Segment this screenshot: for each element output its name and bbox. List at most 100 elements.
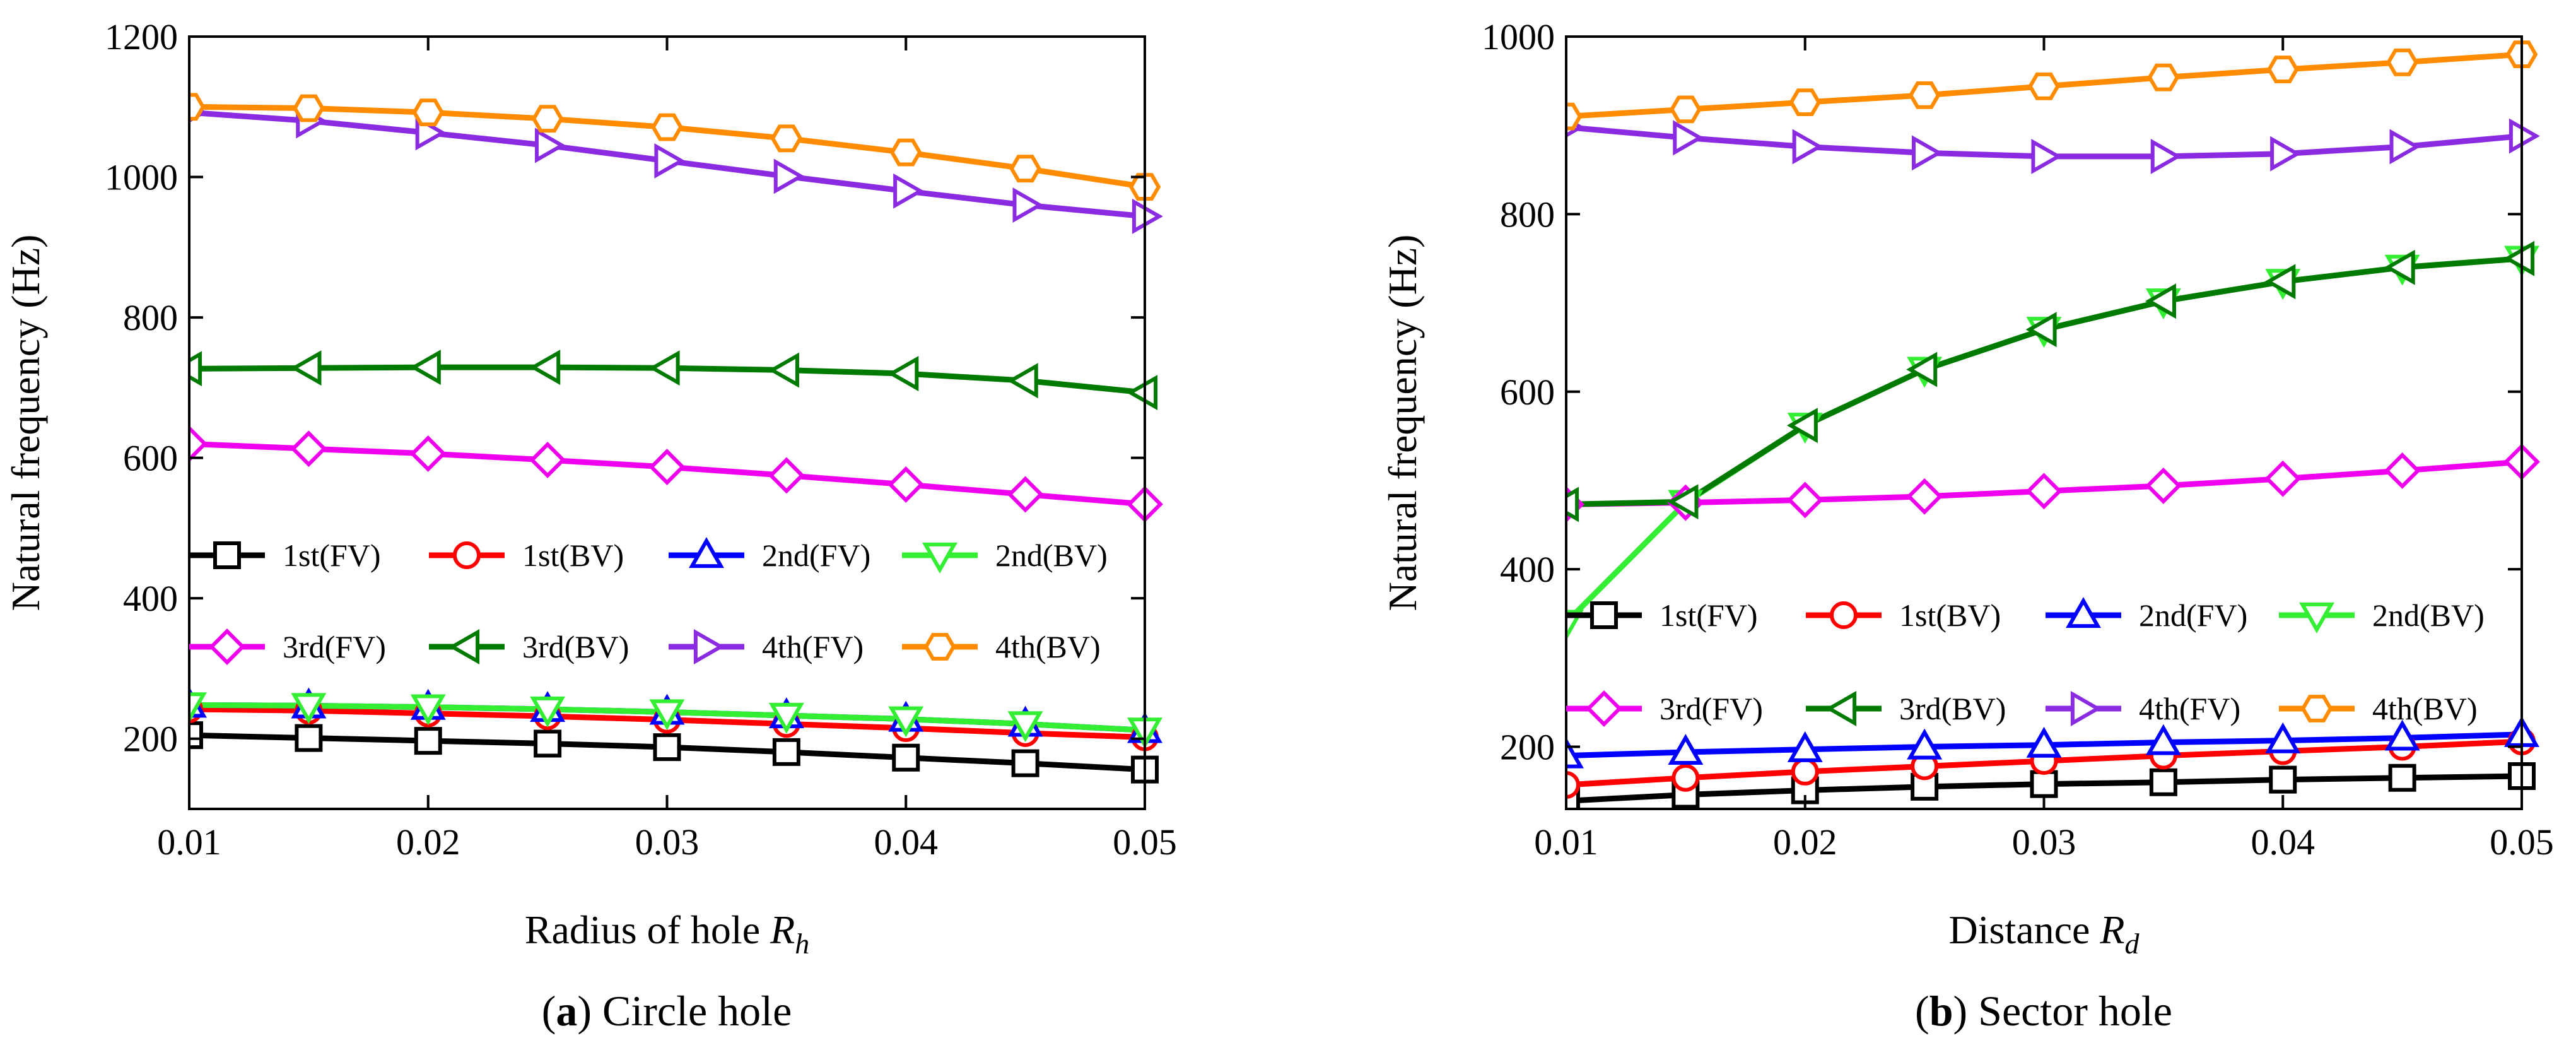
legend-label: 4th(FV): [762, 629, 864, 664]
point-3rd(BV)-5: [2145, 283, 2176, 319]
legend-label: 3rd(FV): [283, 629, 386, 664]
legend-marker: [2066, 597, 2101, 628]
legend-label: 2nd(FV): [762, 538, 870, 573]
y-axis-label: Natural frequency (Hz): [3, 235, 48, 611]
legend-marker: [689, 537, 724, 569]
point-4th(FV)-2: [1792, 129, 1824, 165]
point-3rd(BV)-1: [1667, 484, 1699, 520]
point-1st(FV)-4: [2030, 770, 2058, 798]
point-3rd(BV)-8: [2503, 240, 2535, 276]
point-2nd(FV)-3: [1907, 728, 1943, 760]
point-4th(FV)-5: [773, 158, 805, 194]
legend-item: 3rd(FV): [189, 628, 386, 665]
point-1st(FV)-6: [892, 743, 920, 772]
point-3rd(BV)-8: [1127, 375, 1158, 411]
point-4th(FV)-6: [2270, 136, 2302, 172]
point-3rd(FV)-2: [1786, 481, 1824, 519]
point-3rd(FV)-0: [189, 425, 208, 463]
legend-label: 1st(FV): [283, 538, 381, 573]
x-tick-label: 0.04: [2251, 822, 2315, 863]
legend-marker: [923, 633, 956, 661]
x-tick-label: 0.01: [157, 822, 221, 863]
point-4th(FV)-5: [2150, 138, 2182, 174]
point-3rd(FV)-5: [768, 457, 805, 494]
point-4th(BV)-2: [1789, 88, 1822, 117]
point-3rd(BV)-4: [2025, 312, 2057, 348]
x-tick-label: 0.03: [635, 822, 700, 863]
series-line-2nd(BV): [1566, 256, 2522, 625]
point-3rd(FV)-4: [2025, 473, 2063, 510]
point-2nd(BV)-4: [649, 699, 685, 731]
legend: 1st(FV) 1st(BV) 2nd(FV) 2nd(BV) 3rd(FV) 3rd(B…: [1566, 597, 2485, 727]
legend-marker: [2070, 691, 2102, 726]
point-3rd(BV)-6: [887, 356, 919, 392]
point-3rd(FV)-7: [1007, 476, 1044, 513]
point-2nd(BV)-3: [530, 696, 566, 728]
point-3rd(BV)-2: [409, 350, 441, 386]
point-4th(FV)-6: [893, 173, 925, 209]
legend-label: 3rd(FV): [1660, 691, 1763, 726]
legend-item: 1st(FV): [1566, 598, 1758, 633]
y-tick-label: 600: [123, 438, 178, 479]
point-2nd(FV)-5: [2145, 724, 2181, 755]
point-3rd(BV)-3: [529, 350, 561, 386]
legend-item: 2nd(FV): [669, 537, 870, 573]
y-tick-label: 800: [123, 297, 178, 338]
point-3rd(FV)-6: [887, 466, 925, 503]
point-1st(FV)-4: [653, 733, 681, 762]
point-1st(BV)-2: [1791, 757, 1819, 786]
point-2nd(FV)-1: [1668, 734, 1704, 765]
point-2nd(FV)-4: [2026, 726, 2062, 758]
x-tick-label: 0.04: [874, 822, 939, 863]
point-3rd(FV)-4: [648, 449, 686, 486]
point-4th(FV)-1: [1673, 120, 1704, 156]
y-tick-label: 1000: [105, 157, 178, 198]
legend-item: 4th(FV): [669, 629, 864, 664]
point-2nd(BV)-5: [768, 702, 804, 734]
y-tick-label: 400: [123, 578, 178, 619]
point-4th(BV)-3: [1908, 81, 1941, 109]
point-1st(FV)-0: [189, 721, 203, 750]
legend-marker: [448, 629, 480, 664]
legend-marker: [1830, 601, 1858, 629]
point-2nd(BV)-1: [291, 693, 327, 724]
point-4th(BV)-7: [2386, 48, 2418, 76]
x-tick-label: 0.05: [2490, 822, 2554, 863]
point-3rd(BV)-7: [1007, 363, 1038, 399]
y-axis-label: Natural frequency (Hz): [1380, 235, 1425, 611]
legend-marker: [693, 629, 725, 664]
point-4th(FV)-3: [535, 127, 566, 163]
point-1st(FV)-3: [534, 729, 562, 758]
point-2nd(BV)-2: [410, 694, 446, 726]
point-4th(BV)-0: [189, 93, 206, 121]
legend-item: 1st(BV): [429, 538, 624, 573]
legend-marker: [1586, 690, 1622, 727]
point-3rd(BV)-2: [1786, 408, 1818, 444]
point-3rd(BV)-6: [2264, 264, 2296, 300]
series-line-3rd(BV): [1566, 256, 2522, 507]
point-1st(BV)-0: [1566, 771, 1580, 799]
point-4th(BV)-7: [1009, 155, 1041, 183]
y-tick-label: 1000: [1482, 16, 1555, 57]
legend-label: 1st(BV): [1899, 598, 2001, 633]
legend-label: 4th(BV): [995, 629, 1101, 664]
point-4th(BV)-4: [651, 113, 683, 141]
point-1st(FV)-7: [2388, 763, 2416, 792]
point-4th(FV)-4: [654, 143, 686, 179]
point-4th(FV)-7: [1012, 187, 1044, 223]
x-axis-label: Radius of hole Rh: [525, 907, 809, 960]
legend-item: 1st(BV): [1806, 598, 2001, 633]
point-4th(BV)-5: [770, 124, 803, 153]
point-4th(FV)-8: [1132, 198, 1163, 234]
legend-item: 4th(FV): [2046, 691, 2240, 726]
point-3rd(FV)-3: [1906, 478, 1943, 515]
point-3rd(FV)-7: [2384, 452, 2421, 489]
point-4th(BV)-1: [1670, 95, 1702, 124]
y-tick-label: 1200: [105, 16, 178, 57]
point-1st(FV)-1: [295, 724, 323, 752]
y-tick-label: 200: [123, 719, 178, 760]
y-tick-label: 600: [1500, 372, 1555, 413]
point-1st(FV)-7: [1011, 749, 1039, 777]
legend-marker: [922, 542, 957, 574]
chart-caption: (a) Circle hole: [542, 987, 792, 1035]
